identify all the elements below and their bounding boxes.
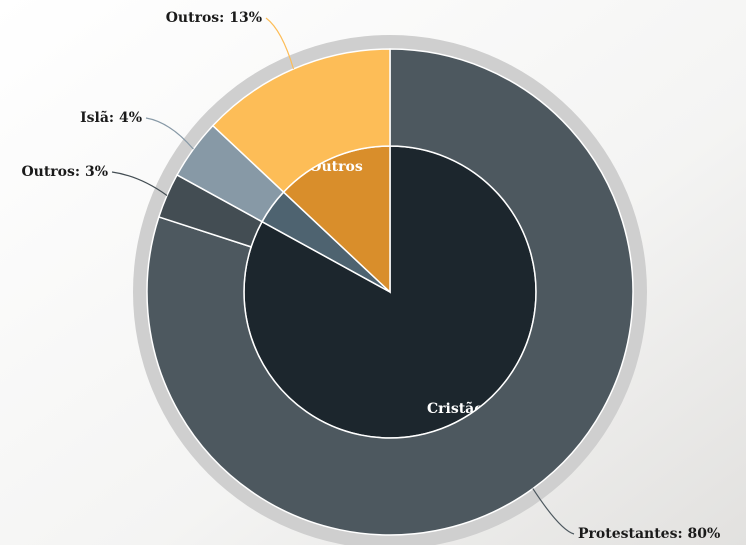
outer-label: Outros: 3% <box>21 164 108 180</box>
outer-label: Islã: 4% <box>80 109 142 126</box>
outer-label: Protestantes: 80% <box>578 526 720 542</box>
outer-label: Outros: 13% <box>166 10 262 26</box>
chart: CristãosOutrosProtestantes: 80%Outros: 3… <box>0 0 746 545</box>
